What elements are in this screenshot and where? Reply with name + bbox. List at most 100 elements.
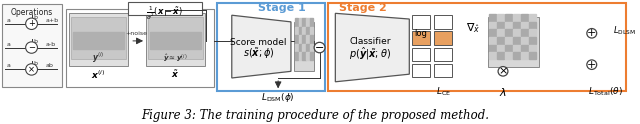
- Bar: [146, 13, 205, 66]
- Text: $s(\tilde{\boldsymbol{x}};\phi)$: $s(\tilde{\boldsymbol{x}};\phi)$: [243, 46, 275, 61]
- Bar: [310, 27, 314, 34]
- Bar: [295, 35, 298, 43]
- Bar: [302, 52, 306, 60]
- Bar: [217, 3, 326, 91]
- Text: $L_{\mathrm{CE}}$: $L_{\mathrm{CE}}$: [436, 86, 451, 98]
- Bar: [513, 22, 520, 29]
- Bar: [505, 52, 512, 59]
- Text: $\tilde{\boldsymbol{x}}$: $\tilde{\boldsymbol{x}}$: [172, 68, 180, 80]
- Bar: [497, 52, 504, 59]
- Bar: [521, 52, 527, 59]
- Text: a: a: [7, 18, 11, 23]
- Bar: [310, 52, 314, 60]
- Text: +noise: +noise: [125, 31, 147, 36]
- Bar: [302, 35, 306, 43]
- Bar: [412, 47, 430, 61]
- Text: $\boldsymbol{x}^{(i)}$: $\boldsymbol{x}^{(i)}$: [92, 68, 106, 81]
- Bar: [69, 13, 128, 66]
- Bar: [521, 14, 527, 21]
- Bar: [302, 44, 306, 51]
- Bar: [529, 30, 536, 36]
- Bar: [489, 52, 496, 59]
- Bar: [489, 30, 496, 36]
- Circle shape: [26, 42, 38, 53]
- Text: Operations: Operations: [10, 8, 52, 17]
- Bar: [306, 44, 310, 51]
- Text: a-b: a-b: [45, 42, 56, 47]
- Bar: [310, 18, 314, 26]
- Bar: [521, 37, 527, 44]
- Bar: [489, 37, 496, 44]
- Bar: [497, 45, 504, 51]
- Text: $L_{\mathrm{Total}}(\theta)$: $L_{\mathrm{Total}}(\theta)$: [588, 86, 623, 98]
- Bar: [2, 4, 62, 88]
- Bar: [489, 22, 496, 29]
- Text: Stage 1: Stage 1: [259, 3, 306, 13]
- Bar: [488, 17, 540, 67]
- Text: b: b: [33, 39, 38, 44]
- Text: $\nabla_{\hat{x}}$: $\nabla_{\hat{x}}$: [467, 21, 481, 35]
- Bar: [128, 2, 202, 15]
- Bar: [73, 32, 124, 49]
- Bar: [434, 15, 452, 29]
- Text: $p(\hat{\boldsymbol{y}}|\tilde{\boldsymbol{x}};\theta)$: $p(\hat{\boldsymbol{y}}|\tilde{\boldsymb…: [349, 46, 391, 62]
- Bar: [434, 47, 452, 61]
- Text: a: a: [7, 42, 11, 47]
- Text: −: −: [28, 43, 35, 52]
- Text: $\hat{\boldsymbol{y}} \approx \boldsymbol{y}^{(i)}$: $\hat{\boldsymbol{y}} \approx \boldsymbo…: [163, 52, 188, 65]
- Bar: [497, 30, 504, 36]
- Bar: [529, 14, 536, 21]
- Bar: [489, 45, 496, 51]
- Circle shape: [26, 64, 38, 75]
- Bar: [295, 52, 298, 60]
- Bar: [66, 9, 214, 87]
- Bar: [513, 37, 520, 44]
- Text: $L_{\mathrm{DLSM}}$: $L_{\mathrm{DLSM}}$: [614, 24, 636, 37]
- Text: +: +: [28, 19, 35, 28]
- Bar: [306, 18, 310, 26]
- Bar: [521, 45, 527, 51]
- Text: a+b: a+b: [45, 18, 58, 23]
- Polygon shape: [232, 15, 291, 78]
- Bar: [505, 14, 512, 21]
- Bar: [302, 18, 306, 26]
- Bar: [294, 22, 314, 71]
- Bar: [71, 17, 126, 59]
- Bar: [529, 37, 536, 44]
- Bar: [521, 22, 527, 29]
- Circle shape: [26, 18, 38, 30]
- Bar: [299, 35, 302, 43]
- Bar: [513, 14, 520, 21]
- Bar: [412, 15, 430, 29]
- Bar: [295, 18, 298, 26]
- Circle shape: [498, 67, 508, 76]
- Text: b: b: [33, 15, 38, 20]
- Text: Classifier: Classifier: [349, 37, 390, 46]
- Bar: [148, 17, 203, 59]
- Bar: [434, 64, 452, 77]
- Polygon shape: [335, 13, 410, 82]
- Bar: [505, 37, 512, 44]
- Bar: [295, 44, 298, 51]
- Bar: [529, 22, 536, 29]
- Bar: [497, 14, 504, 21]
- Bar: [310, 35, 314, 43]
- Text: $\boldsymbol{y}^{(i)}$: $\boldsymbol{y}^{(i)}$: [93, 50, 105, 65]
- Text: +: +: [587, 60, 596, 70]
- Bar: [310, 44, 314, 51]
- Text: Stage 2: Stage 2: [339, 3, 387, 13]
- Bar: [513, 52, 520, 59]
- Bar: [295, 27, 298, 34]
- Text: Figure 3: The training procedure of the proposed method.: Figure 3: The training procedure of the …: [141, 109, 490, 122]
- Bar: [521, 30, 527, 36]
- Text: log: log: [415, 29, 428, 38]
- Text: ab: ab: [45, 63, 53, 68]
- Text: $\frac{1}{\sigma^2}(\boldsymbol{x}-\tilde{\boldsymbol{x}})$: $\frac{1}{\sigma^2}(\boldsymbol{x}-\tild…: [147, 5, 183, 22]
- Bar: [299, 18, 302, 26]
- Bar: [302, 27, 306, 34]
- Bar: [529, 45, 536, 51]
- Text: $L_{\mathrm{DSM}}(\phi)$: $L_{\mathrm{DSM}}(\phi)$: [261, 91, 295, 104]
- Bar: [306, 27, 310, 34]
- Circle shape: [314, 42, 325, 53]
- Text: a: a: [7, 63, 11, 68]
